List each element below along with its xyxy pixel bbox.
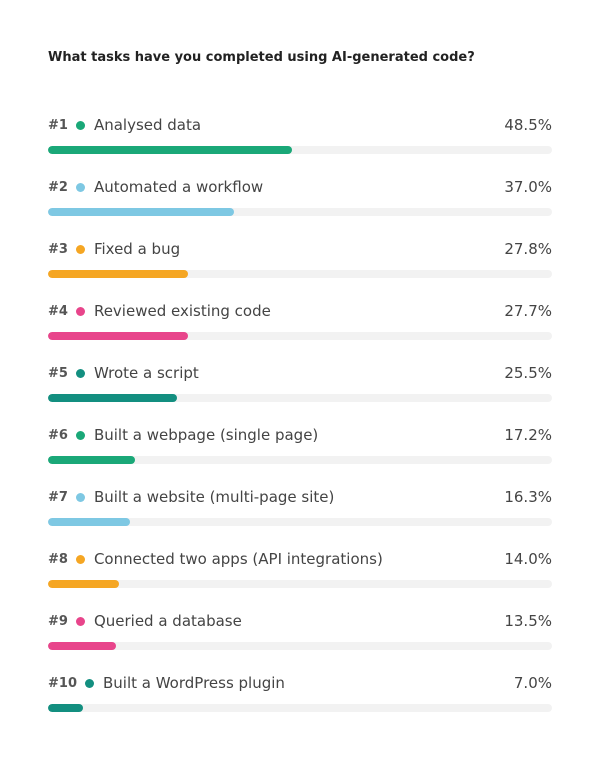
category-label: Built a website (multi-page site) [93,488,335,506]
rank-label: #10 [48,675,77,691]
bar-row: #7 Built a website (multi-page site) 16.3% [48,484,552,546]
bar-row-header: #5 Wrote a script [48,360,552,386]
bar-row: #3 Fixed a bug 27.8% [48,236,552,298]
legend-dot [75,368,85,378]
bar-list: #1 Analysed data 48.5% #2 Automated a workfl… [48,112,552,732]
bar-track [48,642,552,650]
value-label: 27.8% [504,240,552,258]
bar-track [48,580,552,588]
category-label: Fixed a bug [93,240,181,258]
bar-row-header: #4 Reviewed existing code [48,298,552,324]
category-label: Connected two apps (API integrations) [93,550,383,568]
legend-dot [75,244,85,254]
bar-row: #4 Reviewed existing code 27.7% [48,298,552,360]
value-label: 14.0% [504,550,552,568]
bar-track [48,518,552,526]
rank-label: #4 [48,303,68,319]
bar-row: #6 Built a webpage (single page) 17.2% [48,422,552,484]
value-label: 7.0% [513,674,552,692]
category-label: Analysed data [93,116,202,134]
value-label: 27.7% [504,302,552,320]
value-label: 16.3% [504,488,552,506]
category-label: Wrote a script [93,364,199,382]
value-label: 48.5% [504,116,552,134]
legend-dot [75,120,85,130]
rank-label: #2 [48,179,68,195]
legend-dot [75,306,85,316]
bar-row: #8 Connected two apps (API integrations) 1… [48,546,552,608]
bar-track [48,208,552,216]
rank-label: #5 [48,365,68,381]
bar [48,208,235,216]
bar [48,456,135,464]
bar-row: #9 Queried a database 13.5% [48,608,552,670]
bar-row-header: #6 Built a webpage (single page) [48,422,552,448]
rank-label: #9 [48,613,68,629]
category-label: Built a WordPress plugin [102,674,285,692]
rank-label: #8 [48,551,68,567]
bar-track [48,332,552,340]
rank-label: #3 [48,241,68,257]
bar-track [48,270,552,278]
bar [48,642,117,650]
bar-track [48,704,552,712]
bar-row-header: #8 Connected two apps (API integrations) [48,546,552,572]
category-label: Reviewed existing code [93,302,271,320]
legend-dot [75,492,85,502]
value-label: 17.2% [504,426,552,444]
value-label: 25.5% [504,364,552,382]
bar [48,146,293,154]
bar [48,270,189,278]
bar-row: #10 Built a WordPress plugin 7.0% [48,670,552,732]
legend-dot [75,182,85,192]
bar-track [48,456,552,464]
bar [48,580,119,588]
legend-dot [75,616,85,626]
bar-row: #1 Analysed data 48.5% [48,112,552,174]
bar-row-header: #1 Analysed data [48,112,552,138]
legend-dot [75,430,85,440]
bar-track [48,394,552,402]
bar-row-header: #10 Built a WordPress plugin [48,670,552,696]
value-label: 13.5% [504,612,552,630]
bar-row-header: #3 Fixed a bug [48,236,552,262]
rank-label: #6 [48,427,68,443]
bar-row: #5 Wrote a script 25.5% [48,360,552,422]
bar [48,704,84,712]
bar-row-header: #2 Automated a workflow [48,174,552,200]
bar [48,518,131,526]
category-label: Built a webpage (single page) [93,426,319,444]
rank-label: #1 [48,117,68,133]
bar-row-header: #9 Queried a database [48,608,552,634]
legend-dot [84,678,94,688]
bar-row-header: #7 Built a website (multi-page site) [48,484,552,510]
bar-track [48,146,552,154]
value-label: 37.0% [504,178,552,196]
bar-row: #2 Automated a workflow 37.0% [48,174,552,236]
rank-label: #7 [48,489,68,505]
bar [48,332,188,340]
bar [48,394,177,402]
category-label: Automated a workflow [93,178,264,196]
category-label: Queried a database [93,612,242,630]
legend-dot [75,554,85,564]
chart-title: What tasks have you completed using AI-g… [48,50,475,65]
